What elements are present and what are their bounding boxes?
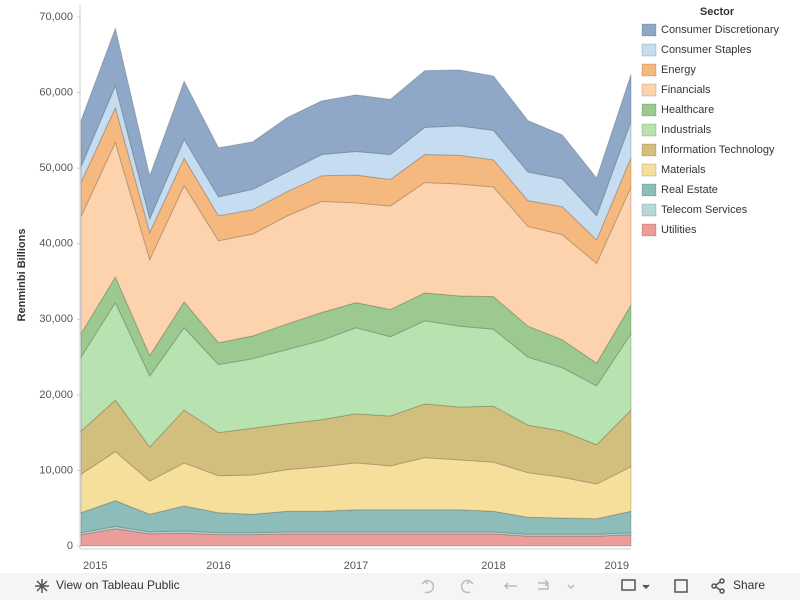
area — [80, 141, 632, 364]
y-tick-label: 70,000 — [39, 11, 73, 23]
legend-swatch — [641, 163, 657, 177]
legend-swatch — [641, 203, 657, 217]
legend-swatch — [641, 83, 657, 97]
legend-title: Sector — [700, 6, 735, 18]
legend-label: Materials — [661, 164, 706, 176]
legend-label: Financials — [661, 84, 711, 96]
area — [80, 528, 632, 547]
tools[interactable] — [621, 578, 725, 594]
share[interactable]: Share — [733, 578, 765, 592]
x-tick-label: 2019 — [605, 560, 629, 572]
legend-label: Information Technology — [661, 144, 775, 156]
legend-swatch — [641, 23, 657, 37]
y-axis-label: Renminbi Billions — [16, 229, 28, 322]
undo-redo[interactable] — [421, 579, 575, 594]
legend-swatch — [641, 43, 657, 57]
y-tick-label: 40,000 — [39, 238, 73, 250]
y-tick-label: 10,000 — [39, 464, 73, 476]
view-link[interactable]: View on Tableau Public — [56, 578, 180, 592]
y-tick-label: 30,000 — [39, 313, 73, 325]
legend-swatch — [641, 183, 657, 197]
legend-label: Consumer Staples — [661, 44, 752, 56]
legend-label: Utilities — [661, 224, 697, 236]
toolbar: View on Tableau Public Share — [0, 573, 800, 600]
legend-swatch — [641, 143, 657, 157]
y-tick-label: 0 — [67, 540, 73, 552]
area — [80, 450, 632, 520]
y-tick-label: 60,000 — [39, 86, 73, 98]
tableau-icon[interactable] — [35, 579, 49, 593]
legend-swatch — [641, 63, 657, 77]
legend-swatch — [641, 103, 657, 117]
toolbar-bg — [0, 573, 800, 600]
y-tick-label: 20,000 — [39, 389, 73, 401]
legend-label: Telecom Services — [661, 204, 748, 216]
legend-label: Healthcare — [661, 104, 714, 116]
legend-label: Industrials — [661, 124, 712, 136]
y-tick-label: 50,000 — [39, 162, 73, 174]
x-tick-label: 2018 — [481, 560, 505, 572]
legend-label: Energy — [661, 64, 696, 76]
area — [80, 26, 632, 221]
x-tick-label: 2017 — [344, 560, 368, 572]
legend-swatch — [641, 123, 657, 137]
legend-label: Consumer Discretionary — [661, 24, 779, 36]
legend-label: Real Estate — [661, 184, 718, 196]
x-tick-label: 2016 — [206, 560, 230, 572]
x-tick-label: 2015 — [83, 560, 107, 572]
legend-swatch — [641, 223, 657, 237]
